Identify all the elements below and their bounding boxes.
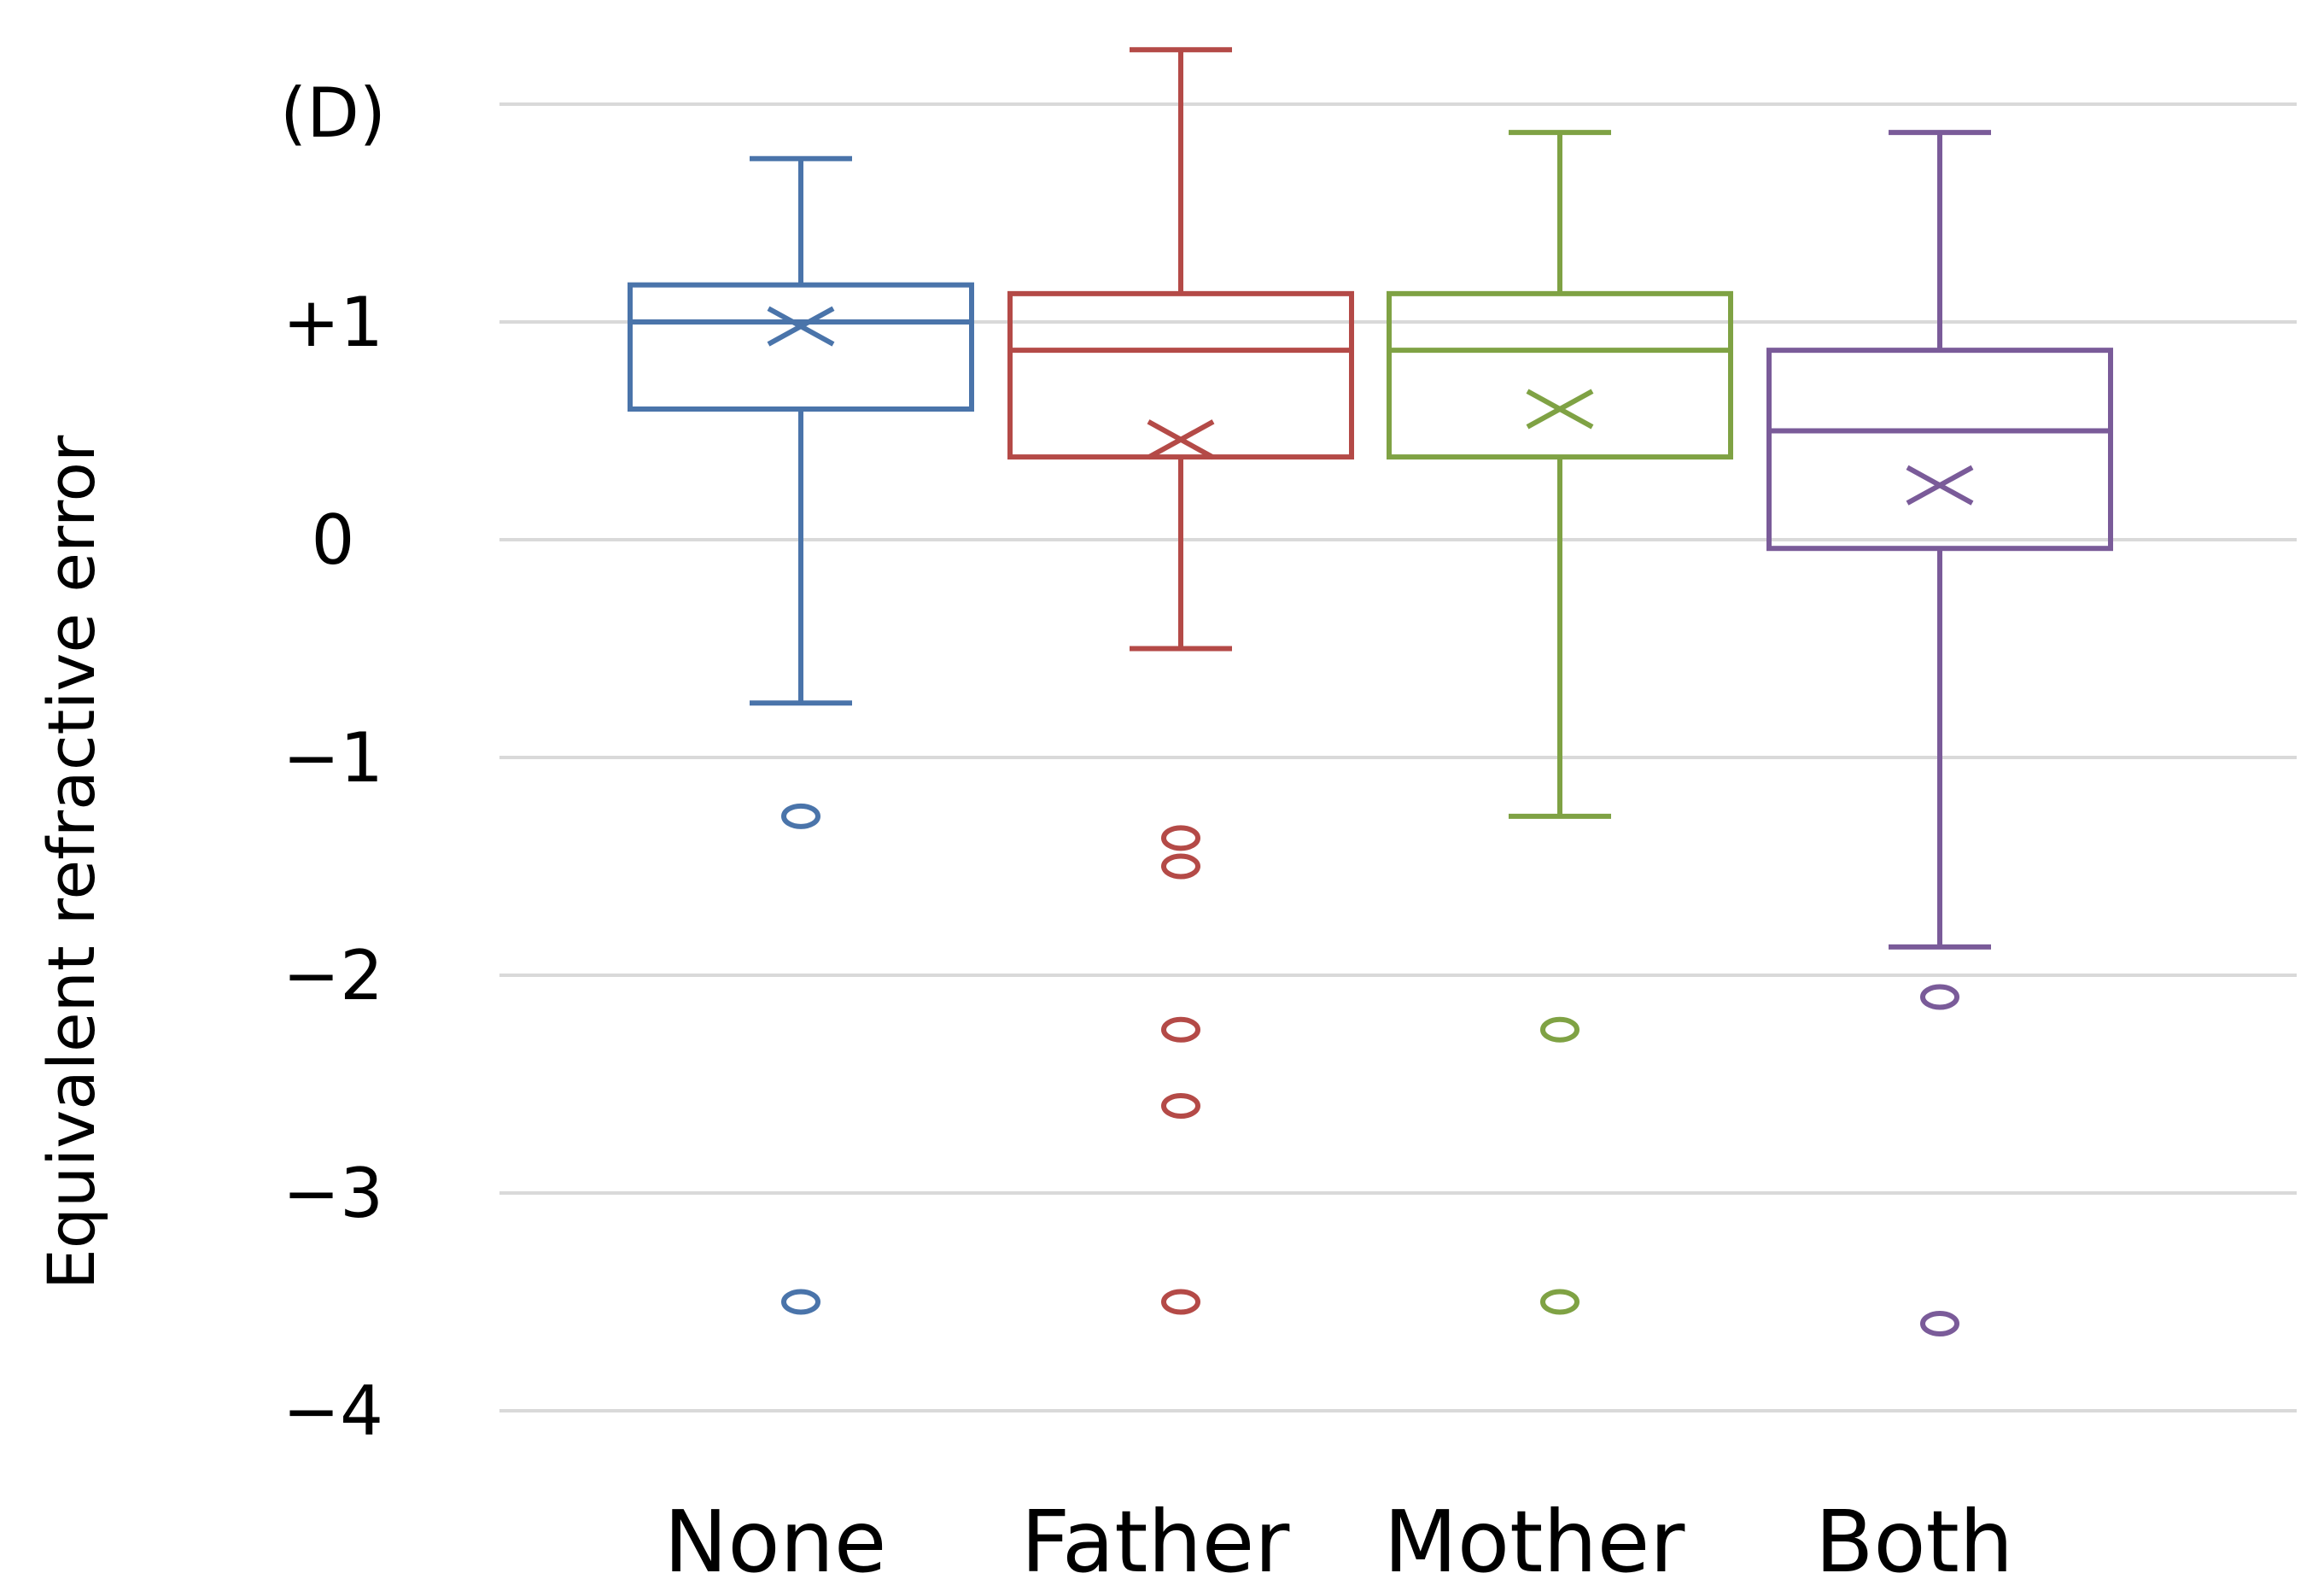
box-mother (1387, 130, 1733, 1315)
outlier-point (1920, 1311, 1959, 1336)
outlier-point (1540, 1289, 1580, 1315)
outlier-point (1161, 1016, 1200, 1043)
iqr-box (628, 282, 974, 412)
y-tick-label: +1 (283, 283, 383, 362)
outlier-point (1920, 984, 1959, 1010)
y-tick-label: −3 (283, 1154, 383, 1233)
mean-marker (1526, 389, 1594, 430)
iqr-box (1766, 348, 2113, 552)
outlier-point (1161, 1093, 1200, 1119)
box-series (628, 47, 2113, 1336)
x-category-label: Both (1815, 1492, 2013, 1579)
y-tick-label: 0 (312, 500, 355, 580)
y-tick-label: −2 (283, 936, 383, 1015)
x-category-label: Mother (1384, 1492, 1686, 1579)
outlier-point (1161, 825, 1200, 851)
y-axis-title: Equivalent refractive error (33, 435, 109, 1290)
iqr-box (1387, 290, 1733, 460)
y-axis-ticks: +1 0 −1 −2 −3 −4 (283, 283, 383, 1451)
mean-marker (767, 306, 835, 347)
iqr-box (1007, 290, 1354, 460)
mean-marker (1906, 465, 1974, 506)
box-father (1007, 47, 1354, 1315)
outlier-point (1161, 1289, 1200, 1315)
x-category-label: Father (1021, 1492, 1291, 1579)
x-axis-labels: None Father Mother Both (664, 1492, 2014, 1579)
gridlines (499, 102, 2297, 1412)
box-both (1766, 130, 2113, 1336)
unit-label: (D) (280, 73, 386, 153)
outlier-point (1540, 1016, 1580, 1043)
mean-marker (1147, 419, 1215, 460)
box-none (628, 155, 974, 1315)
outlier-point (781, 803, 820, 829)
x-category-label: None (664, 1492, 887, 1579)
y-tick-label: −4 (283, 1371, 383, 1451)
y-tick-label: −1 (283, 718, 383, 798)
outlier-point (781, 1289, 820, 1315)
outlier-point (1161, 853, 1200, 880)
